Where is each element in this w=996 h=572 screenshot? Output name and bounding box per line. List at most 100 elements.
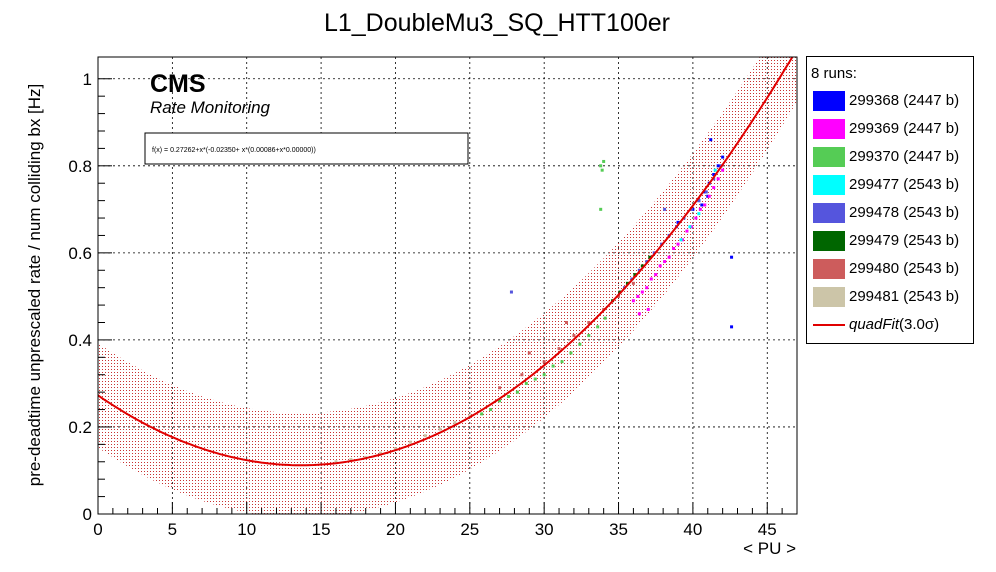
legend-item: 299370 (2447 b) xyxy=(807,143,975,171)
data-point-series-6 xyxy=(564,320,568,324)
x-tick-label: 5 xyxy=(168,520,177,539)
data-point-series-2 xyxy=(578,342,582,346)
data-point-series-6 xyxy=(587,320,591,324)
fit-curve xyxy=(98,57,794,467)
legend-swatch xyxy=(813,259,845,279)
data-point-series-3 xyxy=(679,238,683,242)
y-tick-label: 0 xyxy=(83,505,92,524)
x-tick-label: 0 xyxy=(93,520,102,539)
y-axis-label: pre-deadtime unprescaled rate / num coll… xyxy=(25,84,44,487)
x-tick-label: 45 xyxy=(758,520,777,539)
x-tick-label: 35 xyxy=(609,520,628,539)
data-point-series-7 xyxy=(438,427,442,431)
data-point-series-2 xyxy=(542,373,546,377)
data-point-series-7 xyxy=(453,421,457,425)
axes: 0 5 10 15 20 25 30 35 40 45 0 0.2 0.4 0.6 0.8 1 xyxy=(68,70,783,539)
x-tick-label: 20 xyxy=(386,520,405,539)
data-point-series-1 xyxy=(649,277,653,281)
data-point-series-2 xyxy=(533,377,537,381)
legend-item: 299481 (2543 b) xyxy=(807,283,975,311)
data-point-series-2 xyxy=(599,164,603,168)
data-point-series-1 xyxy=(631,299,635,303)
chart-title: L1_DoubleMu3_SQ_HTT100er xyxy=(324,9,670,37)
legend-fit-label: quadFit(3.0σ) xyxy=(849,316,939,333)
legend-label: 299369 (2447 b) xyxy=(849,120,960,137)
data-point-series-2 xyxy=(506,394,510,398)
legend-label: 299481 (2543 b) xyxy=(849,288,960,305)
y-tick-label: 0.4 xyxy=(68,331,92,350)
data-point-series-1 xyxy=(694,216,698,220)
data-point-series-1 xyxy=(663,260,667,264)
data-point-series-0 xyxy=(730,325,734,329)
legend-swatch xyxy=(813,287,845,307)
legend-item: 299479 (2543 b) xyxy=(807,227,975,255)
data-point-series-1 xyxy=(721,168,725,172)
data-point-series-4 xyxy=(704,190,708,194)
data-point-series-4 xyxy=(509,290,513,294)
legend-item: 299368 (2447 b) xyxy=(807,87,975,115)
fit-formula-box xyxy=(144,132,469,165)
data-point-series-5 xyxy=(625,281,629,285)
plot-frame xyxy=(97,56,798,515)
legend-fit-line xyxy=(813,324,845,326)
legend-item: 299480 (2543 b) xyxy=(807,255,975,283)
legend-label: 299479 (2543 b) xyxy=(849,232,960,249)
data-point-series-3 xyxy=(688,225,692,229)
legend-label: 299368 (2447 b) xyxy=(849,92,960,109)
x-axis-label: < PU > xyxy=(743,539,796,558)
data-point-series-1 xyxy=(637,312,641,316)
data-point-series-0 xyxy=(700,203,704,207)
legend-swatch xyxy=(813,175,845,195)
data-point-series-4 xyxy=(689,207,693,211)
legend-item-fit: quadFit(3.0σ) xyxy=(807,311,975,339)
fit-formula-text: f(x) = 0.27262+x*(-0.02350+ x*(0.00086+x… xyxy=(152,147,316,154)
data-point-series-3 xyxy=(713,168,717,172)
legend-swatch xyxy=(813,231,845,251)
data-point-series-3 xyxy=(697,212,701,216)
data-point-series-6 xyxy=(498,386,502,390)
data-point-series-6 xyxy=(617,294,621,298)
data-point-series-5 xyxy=(640,264,644,268)
legend-swatch xyxy=(813,203,845,223)
data-point-series-7 xyxy=(379,451,383,455)
data-point-series-4 xyxy=(663,207,667,211)
data-point-series-1 xyxy=(703,203,707,207)
x-tick-label: 25 xyxy=(460,520,479,539)
x-tick-label: 10 xyxy=(237,520,256,539)
legend-label: 299480 (2543 b) xyxy=(849,260,960,277)
data-point-series-1 xyxy=(654,273,658,277)
legend-label: 299477 (2543 b) xyxy=(849,176,960,193)
data-point-series-2 xyxy=(560,360,564,364)
data-point-series-1 xyxy=(667,255,671,259)
data-point-series-1 xyxy=(707,194,711,198)
data-point-series-1 xyxy=(646,307,650,311)
data-point-series-5 xyxy=(648,255,652,259)
data-point-series-4 xyxy=(645,260,649,264)
data-point-series-4 xyxy=(697,199,701,203)
legend-item: 299478 (2543 b) xyxy=(807,199,975,227)
legend-swatch xyxy=(813,119,845,139)
x-tick-label: 40 xyxy=(683,520,702,539)
data-point-series-1 xyxy=(636,294,640,298)
data-point-series-7 xyxy=(334,460,338,464)
legend-fit-sigma: (3.0σ) xyxy=(899,316,940,333)
data-point-series-1 xyxy=(716,177,720,181)
data-point-series-2 xyxy=(489,408,493,412)
data-point-series-2 xyxy=(551,364,555,368)
data-point-series-6 xyxy=(572,334,576,338)
data-point-series-2 xyxy=(480,412,484,416)
data-point-series-1 xyxy=(640,290,644,294)
rate-monitoring-label: Rate Monitoring xyxy=(150,98,271,117)
data-point-series-5 xyxy=(633,273,637,277)
data-point-series-0 xyxy=(721,155,725,159)
legend-label: 299478 (2543 b) xyxy=(849,204,960,221)
y-tick-label: 0.8 xyxy=(68,157,92,176)
data-point-series-1 xyxy=(676,242,680,246)
data-point-series-2 xyxy=(515,390,519,394)
data-point-series-1 xyxy=(698,207,702,211)
data-point-series-7 xyxy=(349,458,353,462)
data-point-series-1 xyxy=(658,264,662,268)
data-point-series-2 xyxy=(569,351,573,355)
data-point-series-0 xyxy=(730,255,734,259)
